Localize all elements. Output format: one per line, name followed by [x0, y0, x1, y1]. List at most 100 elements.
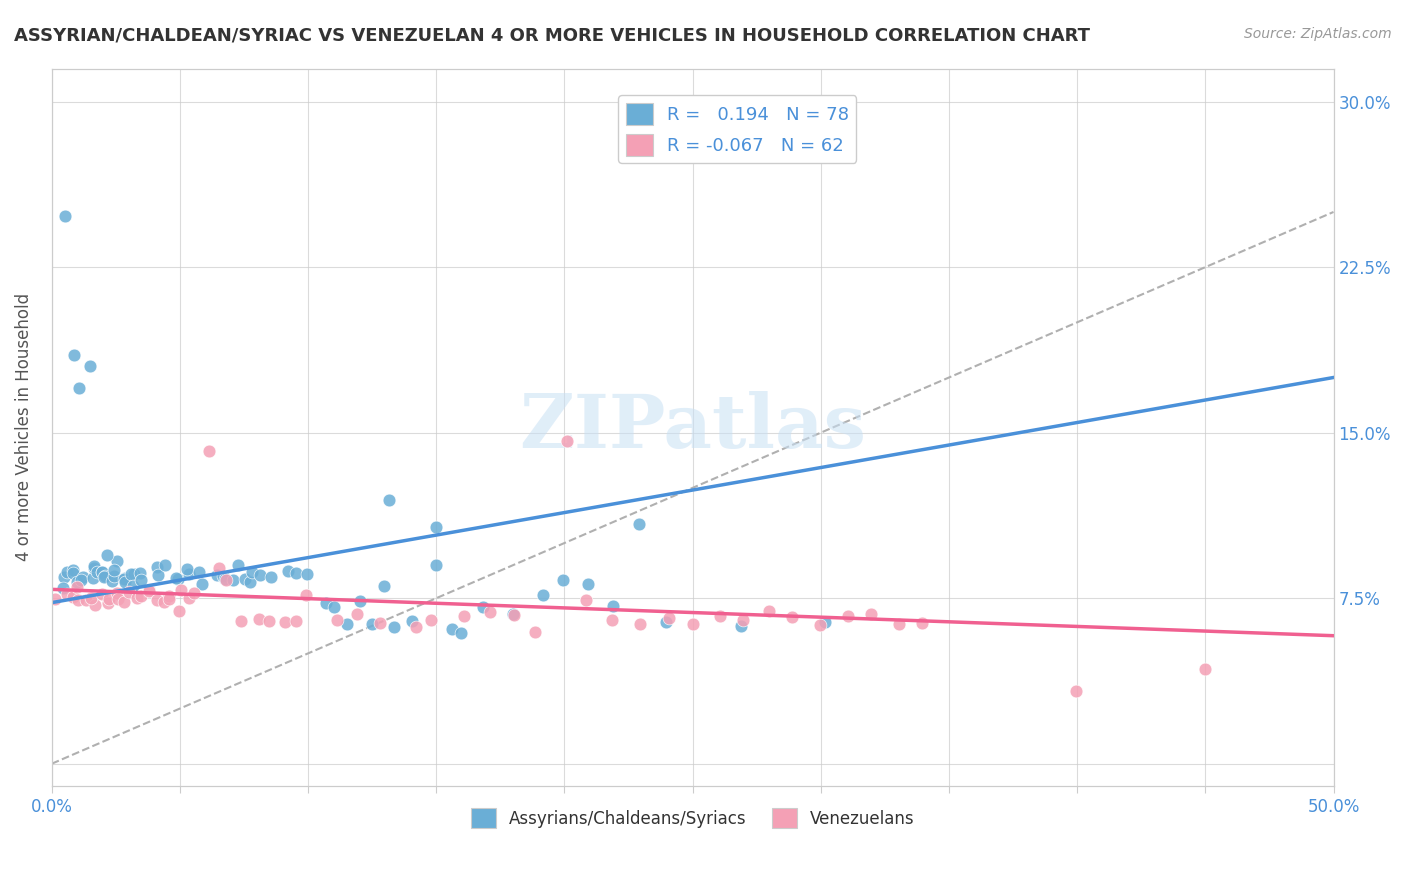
Point: [453, 609, 475, 624]
Point: [167, 604, 190, 618]
Point: [129, 566, 152, 580]
Point: [170, 582, 193, 597]
Point: [52, 581, 75, 595]
Point: [323, 600, 346, 615]
Point: [242, 565, 264, 579]
Point: [114, 571, 136, 585]
Point: [138, 583, 160, 598]
Point: [368, 616, 391, 631]
Point: [96, 548, 118, 562]
Point: [62, 566, 84, 581]
Point: [214, 572, 236, 586]
Point: [80, 591, 103, 605]
Point: [502, 607, 524, 621]
Point: [69, 573, 91, 587]
Point: [205, 568, 228, 582]
Point: [758, 604, 780, 618]
Text: ZIPatlas: ZIPatlas: [519, 391, 866, 464]
Point: [346, 607, 368, 621]
Point: [114, 574, 136, 589]
Point: [122, 566, 145, 581]
Point: [55, 209, 77, 223]
Point: [44, 592, 66, 607]
Point: [441, 622, 464, 636]
Point: [67, 381, 90, 395]
Point: [138, 583, 160, 598]
Point: [373, 579, 395, 593]
Point: [575, 592, 598, 607]
Point: [911, 616, 934, 631]
Point: [658, 611, 681, 625]
Point: [177, 567, 200, 582]
Point: [82, 571, 104, 585]
Point: [808, 618, 831, 632]
Point: [94, 569, 117, 583]
Point: [105, 554, 128, 568]
Point: [709, 609, 731, 624]
Point: [145, 593, 167, 607]
Point: [325, 613, 347, 627]
Point: [90, 566, 112, 580]
Point: [97, 591, 120, 606]
Point: [630, 616, 652, 631]
Point: [63, 347, 86, 361]
Point: [228, 558, 250, 572]
Point: [378, 493, 401, 508]
Point: [56, 565, 79, 579]
Point: [247, 611, 270, 625]
Point: [887, 617, 910, 632]
Point: [129, 589, 152, 603]
Point: [285, 566, 308, 580]
Point: [101, 574, 124, 588]
Point: [103, 569, 125, 583]
Point: [731, 613, 754, 627]
Point: [602, 599, 624, 614]
Point: [627, 517, 650, 532]
Point: [177, 591, 200, 605]
Point: [277, 564, 299, 578]
Point: [425, 520, 447, 534]
Point: [72, 570, 94, 584]
Point: [471, 599, 494, 614]
Point: [86, 565, 108, 579]
Point: [274, 615, 297, 629]
Point: [600, 613, 623, 627]
Point: [450, 626, 472, 640]
Point: [349, 593, 371, 607]
Point: [295, 588, 318, 602]
Point: [66, 592, 89, 607]
Point: [112, 594, 135, 608]
Point: [531, 588, 554, 602]
Point: [62, 590, 84, 604]
Point: [84, 598, 107, 612]
Point: [239, 574, 262, 589]
Point: [107, 592, 129, 607]
Point: [860, 607, 883, 621]
Point: [523, 624, 546, 639]
Point: [66, 575, 89, 590]
Point: [197, 444, 219, 458]
Point: [405, 620, 427, 634]
Point: [191, 577, 214, 591]
Point: [165, 571, 187, 585]
Point: [730, 618, 752, 632]
Point: [83, 559, 105, 574]
Point: [235, 572, 257, 586]
Point: [285, 615, 308, 629]
Point: [257, 615, 280, 629]
Point: [259, 569, 281, 583]
Point: [222, 574, 245, 588]
Point: [187, 566, 209, 580]
Point: [103, 563, 125, 577]
Point: [401, 615, 423, 629]
Point: [157, 592, 180, 607]
Point: [295, 566, 318, 581]
Text: Source: ZipAtlas.com: Source: ZipAtlas.com: [1244, 27, 1392, 41]
Point: [229, 614, 252, 628]
Point: [814, 615, 837, 629]
Point: [120, 566, 142, 581]
Point: [97, 596, 120, 610]
Text: ASSYRIAN/CHALDEAN/SYRIAC VS VENEZUELAN 4 OR MORE VEHICLES IN HOUSEHOLD CORRELATI: ASSYRIAN/CHALDEAN/SYRIAC VS VENEZUELAN 4…: [14, 27, 1090, 45]
Point: [215, 573, 238, 587]
Point: [420, 614, 443, 628]
